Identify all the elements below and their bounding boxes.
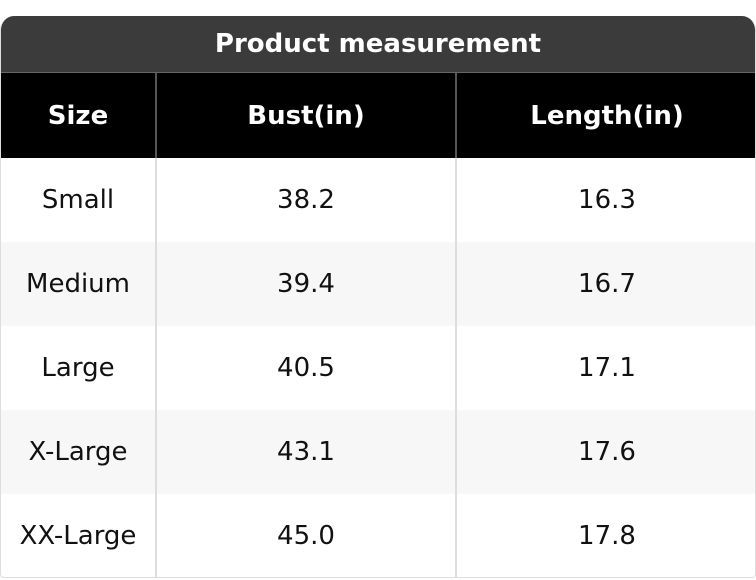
header-cell: Bust(in) [155, 73, 456, 158]
table-cell: X-Large [1, 410, 156, 494]
table-cell: Medium [1, 242, 156, 326]
header-cell: Size [1, 73, 156, 158]
table-cell: 39.4 [155, 242, 456, 326]
table-row: Large 40.5 17.1 [1, 326, 755, 410]
table-body: Small 38.2 16.3 Medium 39.4 16.7 Large 40.5 17.1… [1, 158, 755, 577]
table-cell: 17.6 [455, 410, 755, 494]
table-cell: 16.3 [455, 158, 755, 242]
table-title: Product measurement [1, 16, 755, 73]
table-row: Small 38.2 16.3 [1, 158, 755, 242]
measurement-table: Size Bust(in) Length(in) Small 38.2 16.3 Medi… [1, 73, 755, 577]
header-cell: Length(in) [455, 73, 755, 158]
table-cell: 38.2 [155, 158, 456, 242]
measurement-card: Product measurement Size Bust(in) Length(i… [0, 16, 756, 578]
table-row: X-Large 43.1 17.6 [1, 410, 755, 494]
table-cell: Small [41, 185, 115, 215]
table-cell: 17.8 [455, 494, 755, 577]
table-cell: 43.1 [155, 410, 456, 494]
table-row: Medium 39.4 16.7 [1, 242, 755, 326]
table-cell: 16.7 [455, 242, 755, 326]
table-cell: 17.1 [455, 326, 755, 410]
header-row: Size Bust(in) Length(in) [1, 73, 755, 158]
table-cell: 40.5 [155, 326, 456, 410]
table-row: XX-Large 45.0 17.8 [1, 494, 755, 577]
table-cell: Large [41, 353, 115, 383]
table-cell: 45.0 [155, 494, 456, 577]
table-cell: XX-Large [19, 521, 137, 551]
